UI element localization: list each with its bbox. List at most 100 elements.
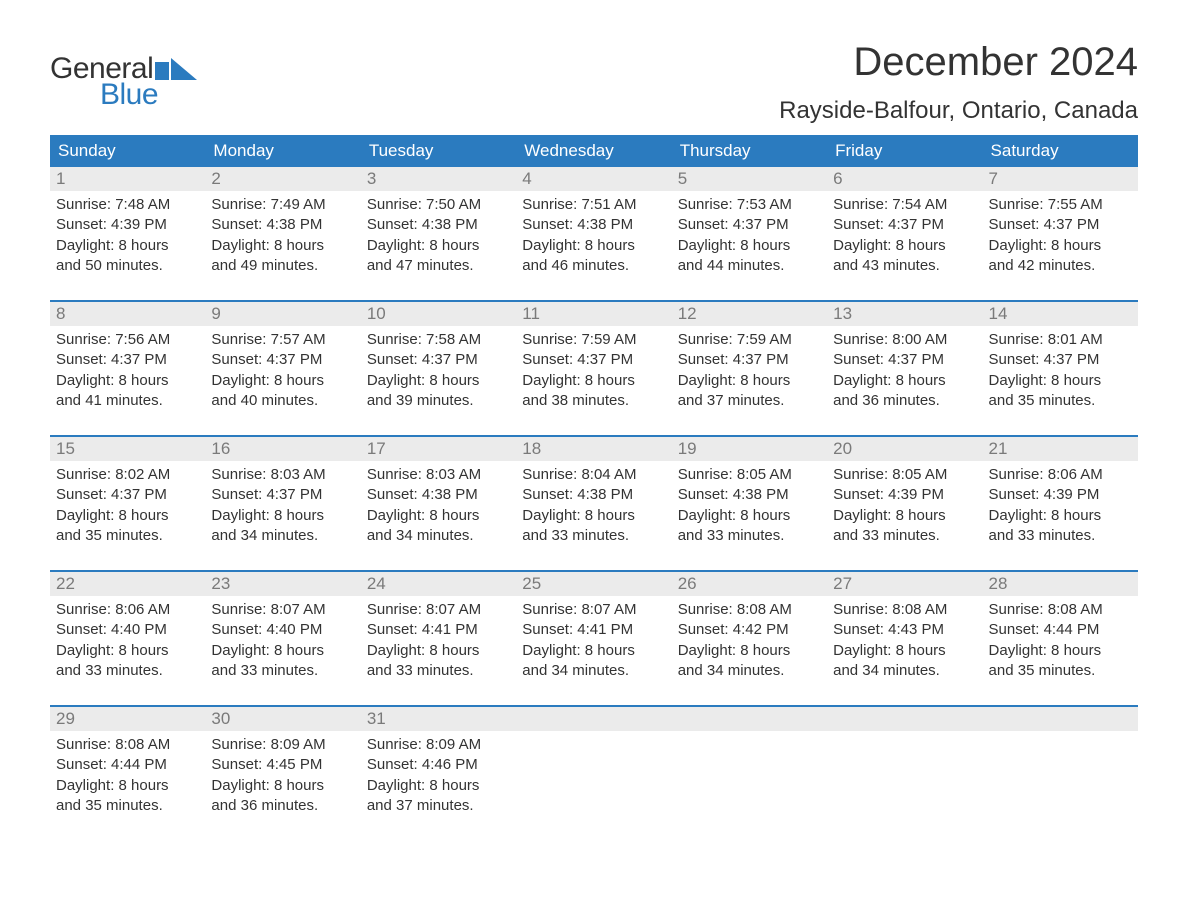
day-sunset: Sunset: 4:38 PM <box>522 215 665 235</box>
calendar-cell: 11Sunrise: 7:59 AMSunset: 4:37 PMDayligh… <box>516 302 671 411</box>
day-d2: and 34 minutes. <box>367 526 510 546</box>
day-sunrise: Sunrise: 8:00 AM <box>833 330 976 350</box>
day-sunrise: Sunrise: 8:08 AM <box>989 600 1132 620</box>
day-info: Sunrise: 8:08 AMSunset: 4:43 PMDaylight:… <box>827 596 982 681</box>
calendar-cell: 30Sunrise: 8:09 AMSunset: 4:45 PMDayligh… <box>205 707 360 816</box>
day-sunrise: Sunrise: 7:50 AM <box>367 195 510 215</box>
day-sunset: Sunset: 4:46 PM <box>367 755 510 775</box>
day-sunrise: Sunrise: 7:59 AM <box>678 330 821 350</box>
day-d2: and 46 minutes. <box>522 256 665 276</box>
calendar-cell: 14Sunrise: 8:01 AMSunset: 4:37 PMDayligh… <box>983 302 1138 411</box>
day-d1: Daylight: 8 hours <box>211 776 354 796</box>
day-info: Sunrise: 7:58 AMSunset: 4:37 PMDaylight:… <box>361 326 516 411</box>
day-info: Sunrise: 8:09 AMSunset: 4:45 PMDaylight:… <box>205 731 360 816</box>
day-sunset: Sunset: 4:39 PM <box>833 485 976 505</box>
day-d1: Daylight: 8 hours <box>522 641 665 661</box>
day-d2: and 33 minutes. <box>522 526 665 546</box>
day-d2: and 38 minutes. <box>522 391 665 411</box>
day-sunset: Sunset: 4:37 PM <box>678 350 821 370</box>
day-number: 4 <box>516 167 671 191</box>
day-sunrise: Sunrise: 8:03 AM <box>367 465 510 485</box>
day-d1: Daylight: 8 hours <box>56 506 199 526</box>
day-sunset: Sunset: 4:37 PM <box>989 215 1132 235</box>
day-sunrise: Sunrise: 7:54 AM <box>833 195 976 215</box>
day-sunset: Sunset: 4:38 PM <box>367 485 510 505</box>
day-d2: and 40 minutes. <box>211 391 354 411</box>
day-d2: and 33 minutes. <box>56 661 199 681</box>
day-d1: Daylight: 8 hours <box>211 641 354 661</box>
day-d2: and 33 minutes. <box>833 526 976 546</box>
day-sunset: Sunset: 4:44 PM <box>989 620 1132 640</box>
day-info: Sunrise: 8:05 AMSunset: 4:39 PMDaylight:… <box>827 461 982 546</box>
day-info: Sunrise: 8:03 AMSunset: 4:37 PMDaylight:… <box>205 461 360 546</box>
day-number: 10 <box>361 302 516 326</box>
title-block: December 2024 Rayside-Balfour, Ontario, … <box>779 40 1138 125</box>
calendar-cell <box>827 707 982 816</box>
day-d2: and 35 minutes. <box>989 391 1132 411</box>
day-sunset: Sunset: 4:41 PM <box>522 620 665 640</box>
calendar-cell: 12Sunrise: 7:59 AMSunset: 4:37 PMDayligh… <box>672 302 827 411</box>
day-sunrise: Sunrise: 8:01 AM <box>989 330 1132 350</box>
calendar-week: 15Sunrise: 8:02 AMSunset: 4:37 PMDayligh… <box>50 435 1138 546</box>
day-number: 26 <box>672 572 827 596</box>
day-sunset: Sunset: 4:40 PM <box>211 620 354 640</box>
calendar-cell: 22Sunrise: 8:06 AMSunset: 4:40 PMDayligh… <box>50 572 205 681</box>
calendar-cell: 10Sunrise: 7:58 AMSunset: 4:37 PMDayligh… <box>361 302 516 411</box>
day-number: 9 <box>205 302 360 326</box>
day-number: 3 <box>361 167 516 191</box>
day-sunset: Sunset: 4:39 PM <box>989 485 1132 505</box>
day-sunset: Sunset: 4:42 PM <box>678 620 821 640</box>
day-d1: Daylight: 8 hours <box>56 371 199 391</box>
calendar-cell: 24Sunrise: 8:07 AMSunset: 4:41 PMDayligh… <box>361 572 516 681</box>
calendar-cell <box>516 707 671 816</box>
day-d1: Daylight: 8 hours <box>989 641 1132 661</box>
calendar-cell: 13Sunrise: 8:00 AMSunset: 4:37 PMDayligh… <box>827 302 982 411</box>
calendar-cell: 15Sunrise: 8:02 AMSunset: 4:37 PMDayligh… <box>50 437 205 546</box>
calendar-cell: 9Sunrise: 7:57 AMSunset: 4:37 PMDaylight… <box>205 302 360 411</box>
day-d1: Daylight: 8 hours <box>367 776 510 796</box>
day-number: 23 <box>205 572 360 596</box>
day-sunset: Sunset: 4:37 PM <box>56 485 199 505</box>
day-info: Sunrise: 8:00 AMSunset: 4:37 PMDaylight:… <box>827 326 982 411</box>
calendar-week: 22Sunrise: 8:06 AMSunset: 4:40 PMDayligh… <box>50 570 1138 681</box>
day-info: Sunrise: 7:59 AMSunset: 4:37 PMDaylight:… <box>672 326 827 411</box>
day-d2: and 49 minutes. <box>211 256 354 276</box>
day-info: Sunrise: 7:56 AMSunset: 4:37 PMDaylight:… <box>50 326 205 411</box>
calendar-cell <box>672 707 827 816</box>
day-d1: Daylight: 8 hours <box>833 641 976 661</box>
day-d1: Daylight: 8 hours <box>56 641 199 661</box>
day-d1: Daylight: 8 hours <box>367 641 510 661</box>
calendar-cell: 19Sunrise: 8:05 AMSunset: 4:38 PMDayligh… <box>672 437 827 546</box>
day-d2: and 35 minutes. <box>989 661 1132 681</box>
day-sunrise: Sunrise: 7:49 AM <box>211 195 354 215</box>
day-info: Sunrise: 7:50 AMSunset: 4:38 PMDaylight:… <box>361 191 516 276</box>
day-sunrise: Sunrise: 8:07 AM <box>367 600 510 620</box>
day-d2: and 39 minutes. <box>367 391 510 411</box>
day-d1: Daylight: 8 hours <box>522 371 665 391</box>
day-d1: Daylight: 8 hours <box>522 236 665 256</box>
day-number: 22 <box>50 572 205 596</box>
day-info: Sunrise: 8:07 AMSunset: 4:41 PMDaylight:… <box>516 596 671 681</box>
day-info: Sunrise: 8:08 AMSunset: 4:44 PMDaylight:… <box>50 731 205 816</box>
calendar-week: 8Sunrise: 7:56 AMSunset: 4:37 PMDaylight… <box>50 300 1138 411</box>
day-sunset: Sunset: 4:37 PM <box>367 350 510 370</box>
day-d1: Daylight: 8 hours <box>833 371 976 391</box>
day-d2: and 36 minutes. <box>833 391 976 411</box>
calendar-cell: 21Sunrise: 8:06 AMSunset: 4:39 PMDayligh… <box>983 437 1138 546</box>
day-sunrise: Sunrise: 8:08 AM <box>833 600 976 620</box>
day-number: 13 <box>827 302 982 326</box>
day-sunset: Sunset: 4:41 PM <box>367 620 510 640</box>
day-d1: Daylight: 8 hours <box>211 506 354 526</box>
day-d1: Daylight: 8 hours <box>833 236 976 256</box>
calendar-cell <box>983 707 1138 816</box>
day-number: 18 <box>516 437 671 461</box>
day-info: Sunrise: 7:48 AMSunset: 4:39 PMDaylight:… <box>50 191 205 276</box>
day-sunrise: Sunrise: 8:09 AM <box>367 735 510 755</box>
day-info: Sunrise: 7:51 AMSunset: 4:38 PMDaylight:… <box>516 191 671 276</box>
calendar-cell: 31Sunrise: 8:09 AMSunset: 4:46 PMDayligh… <box>361 707 516 816</box>
day-info: Sunrise: 8:09 AMSunset: 4:46 PMDaylight:… <box>361 731 516 816</box>
day-header-mon: Monday <box>205 135 360 167</box>
day-header-sat: Saturday <box>983 135 1138 167</box>
day-d2: and 41 minutes. <box>56 391 199 411</box>
day-number: 8 <box>50 302 205 326</box>
